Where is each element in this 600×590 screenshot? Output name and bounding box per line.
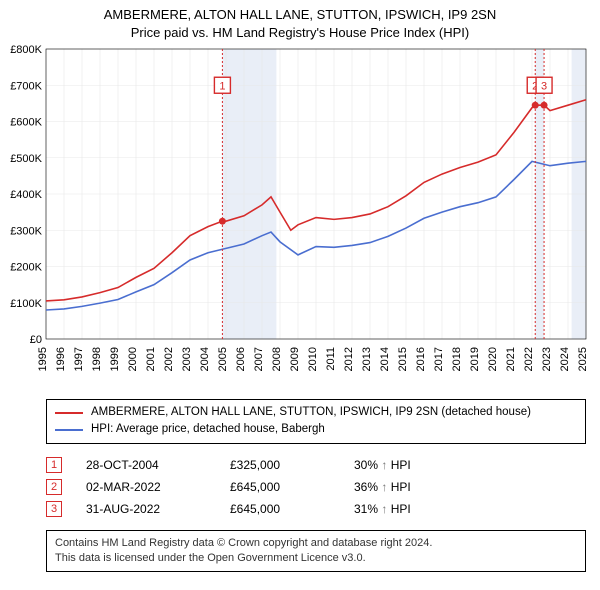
svg-text:1999: 1999 [109, 347, 121, 371]
transactions-table: 1 28-OCT-2004 £325,000 30% ↑ HPI 2 02-MAR-202… [46, 454, 586, 520]
transaction-pct: 36% ↑ HPI [354, 480, 411, 494]
svg-text:£700K: £700K [10, 80, 42, 92]
svg-text:2006: 2006 [235, 347, 247, 371]
svg-text:2002: 2002 [163, 347, 175, 371]
arrow-up-icon: ↑ [381, 458, 387, 472]
title-line-1: AMBERMERE, ALTON HALL LANE, STUTTON, IPS… [4, 6, 596, 24]
svg-text:2000: 2000 [127, 347, 139, 371]
transaction-pct: 31% ↑ HPI [354, 502, 411, 516]
svg-text:1996: 1996 [55, 347, 67, 371]
svg-text:£300K: £300K [10, 225, 42, 237]
chart-title-block: AMBERMERE, ALTON HALL LANE, STUTTON, IPS… [0, 0, 600, 43]
svg-text:1998: 1998 [91, 347, 103, 371]
svg-text:2003: 2003 [181, 347, 193, 371]
svg-text:2022: 2022 [523, 347, 535, 371]
svg-text:2010: 2010 [307, 347, 319, 371]
transaction-pct: 30% ↑ HPI [354, 458, 411, 472]
legend-item-property: AMBERMERE, ALTON HALL LANE, STUTTON, IPS… [55, 404, 577, 421]
svg-text:2024: 2024 [559, 347, 571, 371]
svg-text:2013: 2013 [361, 347, 373, 371]
svg-text:2001: 2001 [145, 347, 157, 371]
svg-text:£600K: £600K [10, 117, 42, 129]
transaction-price: £325,000 [230, 458, 330, 472]
title-line-2: Price paid vs. HM Land Registry's House … [4, 24, 596, 42]
svg-text:2015: 2015 [397, 347, 409, 371]
transaction-date: 31-AUG-2022 [86, 502, 206, 516]
transaction-date: 02-MAR-2022 [86, 480, 206, 494]
transaction-row: 3 31-AUG-2022 £645,000 31% ↑ HPI [46, 498, 586, 520]
svg-text:1995: 1995 [37, 347, 49, 371]
svg-text:£400K: £400K [10, 189, 42, 201]
transaction-row: 1 28-OCT-2004 £325,000 30% ↑ HPI [46, 454, 586, 476]
transaction-index: 2 [46, 479, 62, 495]
svg-text:1997: 1997 [73, 347, 85, 371]
transaction-date: 28-OCT-2004 [86, 458, 206, 472]
svg-text:3: 3 [541, 80, 547, 92]
transaction-price: £645,000 [230, 480, 330, 494]
svg-text:£0: £0 [30, 334, 42, 346]
legend: AMBERMERE, ALTON HALL LANE, STUTTON, IPS… [46, 399, 586, 444]
svg-text:2023: 2023 [541, 347, 553, 371]
svg-text:£500K: £500K [10, 153, 42, 165]
svg-text:2019: 2019 [469, 347, 481, 371]
svg-text:£200K: £200K [10, 262, 42, 274]
svg-text:2021: 2021 [505, 347, 517, 371]
svg-text:£800K: £800K [10, 44, 42, 56]
transaction-price: £645,000 [230, 502, 330, 516]
arrow-up-icon: ↑ [381, 480, 387, 494]
legend-item-hpi: HPI: Average price, detached house, Babe… [55, 421, 577, 438]
svg-text:2018: 2018 [451, 347, 463, 371]
svg-text:2008: 2008 [271, 347, 283, 371]
footer-line-2: This data is licensed under the Open Gov… [55, 551, 577, 566]
svg-text:2014: 2014 [379, 347, 391, 371]
svg-text:2016: 2016 [415, 347, 427, 371]
svg-text:2009: 2009 [289, 347, 301, 371]
svg-text:2017: 2017 [433, 347, 445, 371]
svg-text:£100K: £100K [10, 298, 42, 310]
transaction-index: 1 [46, 457, 62, 473]
legend-label-property: AMBERMERE, ALTON HALL LANE, STUTTON, IPS… [91, 404, 531, 421]
transaction-row: 2 02-MAR-2022 £645,000 36% ↑ HPI [46, 476, 586, 498]
legend-label-hpi: HPI: Average price, detached house, Babe… [91, 421, 325, 438]
legend-swatch-hpi [55, 429, 83, 431]
svg-text:1: 1 [219, 80, 225, 92]
arrow-up-icon: ↑ [381, 502, 387, 516]
svg-text:2005: 2005 [217, 347, 229, 371]
transaction-index: 3 [46, 501, 62, 517]
svg-text:2020: 2020 [487, 347, 499, 371]
svg-text:2012: 2012 [343, 347, 355, 371]
svg-text:2011: 2011 [325, 347, 337, 371]
footer-line-1: Contains HM Land Registry data © Crown c… [55, 536, 577, 551]
svg-text:2007: 2007 [253, 347, 265, 371]
svg-text:2025: 2025 [577, 347, 589, 371]
line-chart: £0 £100K £200K £300K £400K £500K £600K £700K £80… [0, 43, 600, 393]
attribution-footer: Contains HM Land Registry data © Crown c… [46, 530, 586, 573]
svg-text:2004: 2004 [199, 347, 211, 371]
legend-swatch-property [55, 412, 83, 414]
chart-area: £0 £100K £200K £300K £400K £500K £600K £700K £80… [0, 43, 600, 393]
